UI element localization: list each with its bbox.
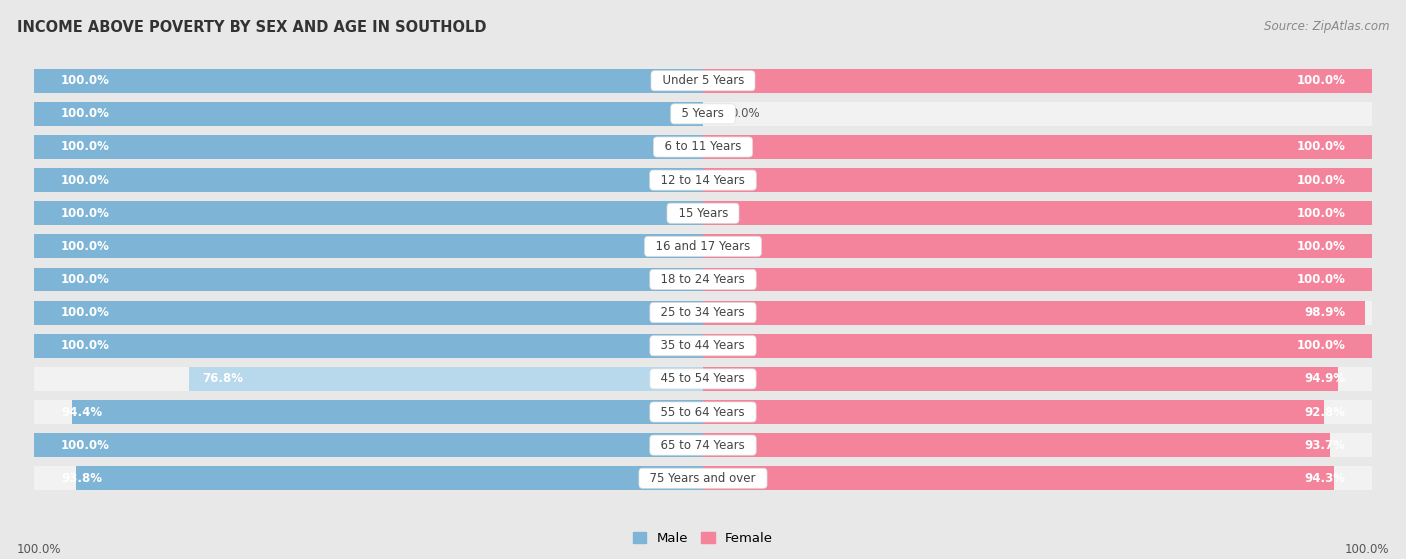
- Text: 35 to 44 Years: 35 to 44 Years: [654, 339, 752, 352]
- Text: 94.4%: 94.4%: [60, 405, 103, 419]
- Text: 65 to 74 Years: 65 to 74 Years: [654, 439, 752, 452]
- Bar: [34, 301, 703, 325]
- Bar: [703, 168, 1372, 192]
- Text: 93.8%: 93.8%: [60, 472, 101, 485]
- Text: 100.0%: 100.0%: [1344, 543, 1389, 556]
- Bar: [34, 201, 703, 225]
- Text: 100.0%: 100.0%: [1296, 140, 1346, 154]
- Text: 98.9%: 98.9%: [1303, 306, 1346, 319]
- Text: 75 Years and over: 75 Years and over: [643, 472, 763, 485]
- Bar: [34, 69, 703, 93]
- Bar: [703, 201, 1372, 225]
- Text: 92.8%: 92.8%: [1305, 405, 1346, 419]
- Bar: [703, 234, 1372, 258]
- Text: 100.0%: 100.0%: [1296, 207, 1346, 220]
- Bar: [72, 400, 703, 424]
- Bar: [703, 234, 1372, 258]
- Bar: [34, 367, 703, 391]
- Text: 94.3%: 94.3%: [1305, 472, 1346, 485]
- Bar: [34, 234, 703, 258]
- Bar: [703, 367, 1337, 391]
- Text: 100.0%: 100.0%: [1296, 240, 1346, 253]
- Text: 6 to 11 Years: 6 to 11 Years: [657, 140, 749, 154]
- Bar: [34, 234, 703, 258]
- Bar: [34, 334, 703, 358]
- Bar: [703, 268, 1372, 291]
- Text: 100.0%: 100.0%: [60, 207, 110, 220]
- Bar: [34, 433, 703, 457]
- Bar: [34, 201, 703, 225]
- Bar: [703, 334, 1372, 358]
- Bar: [703, 135, 1372, 159]
- Bar: [703, 367, 1372, 391]
- Text: 100.0%: 100.0%: [60, 273, 110, 286]
- Text: 93.7%: 93.7%: [1305, 439, 1346, 452]
- Bar: [34, 168, 703, 192]
- Text: 100.0%: 100.0%: [60, 306, 110, 319]
- Bar: [190, 367, 703, 391]
- Bar: [703, 135, 1372, 159]
- Bar: [703, 168, 1372, 192]
- Bar: [703, 433, 1330, 457]
- Text: 0.0%: 0.0%: [730, 107, 759, 120]
- Text: 15 Years: 15 Years: [671, 207, 735, 220]
- Bar: [703, 69, 1372, 93]
- Text: 100.0%: 100.0%: [1296, 273, 1346, 286]
- Text: 100.0%: 100.0%: [60, 174, 110, 187]
- Text: 12 to 14 Years: 12 to 14 Years: [654, 174, 752, 187]
- Bar: [34, 135, 703, 159]
- Bar: [34, 69, 703, 93]
- Bar: [703, 301, 1372, 325]
- Bar: [34, 102, 703, 126]
- Bar: [703, 69, 1372, 93]
- Bar: [703, 102, 1372, 126]
- Bar: [703, 301, 1364, 325]
- Text: 100.0%: 100.0%: [1296, 339, 1346, 352]
- Legend: Male, Female: Male, Female: [627, 527, 779, 550]
- Bar: [703, 334, 1372, 358]
- Bar: [703, 466, 1334, 490]
- Text: 100.0%: 100.0%: [60, 339, 110, 352]
- Bar: [703, 268, 1372, 291]
- Text: 94.9%: 94.9%: [1303, 372, 1346, 385]
- Bar: [703, 400, 1323, 424]
- Text: 100.0%: 100.0%: [60, 240, 110, 253]
- Text: 100.0%: 100.0%: [60, 107, 110, 120]
- Text: 5 Years: 5 Years: [675, 107, 731, 120]
- Bar: [34, 433, 703, 457]
- Bar: [34, 466, 703, 490]
- Bar: [703, 433, 1372, 457]
- Bar: [34, 168, 703, 192]
- Text: 100.0%: 100.0%: [17, 543, 62, 556]
- Bar: [703, 201, 1372, 225]
- Text: 18 to 24 Years: 18 to 24 Years: [654, 273, 752, 286]
- Text: 76.8%: 76.8%: [202, 372, 243, 385]
- Text: 16 and 17 Years: 16 and 17 Years: [648, 240, 758, 253]
- Bar: [34, 135, 703, 159]
- Bar: [34, 268, 703, 291]
- Text: 100.0%: 100.0%: [60, 140, 110, 154]
- Text: Source: ZipAtlas.com: Source: ZipAtlas.com: [1264, 20, 1389, 32]
- Text: 100.0%: 100.0%: [60, 74, 110, 87]
- Bar: [703, 400, 1372, 424]
- Bar: [703, 466, 1372, 490]
- Bar: [34, 102, 703, 126]
- Text: 45 to 54 Years: 45 to 54 Years: [654, 372, 752, 385]
- Bar: [34, 400, 703, 424]
- Text: Under 5 Years: Under 5 Years: [655, 74, 751, 87]
- Text: INCOME ABOVE POVERTY BY SEX AND AGE IN SOUTHOLD: INCOME ABOVE POVERTY BY SEX AND AGE IN S…: [17, 20, 486, 35]
- Bar: [34, 301, 703, 325]
- Bar: [34, 268, 703, 291]
- Bar: [34, 334, 703, 358]
- Text: 100.0%: 100.0%: [1296, 74, 1346, 87]
- Text: 55 to 64 Years: 55 to 64 Years: [654, 405, 752, 419]
- Text: 100.0%: 100.0%: [1296, 174, 1346, 187]
- Text: 25 to 34 Years: 25 to 34 Years: [654, 306, 752, 319]
- Bar: [76, 466, 703, 490]
- Text: 100.0%: 100.0%: [60, 439, 110, 452]
